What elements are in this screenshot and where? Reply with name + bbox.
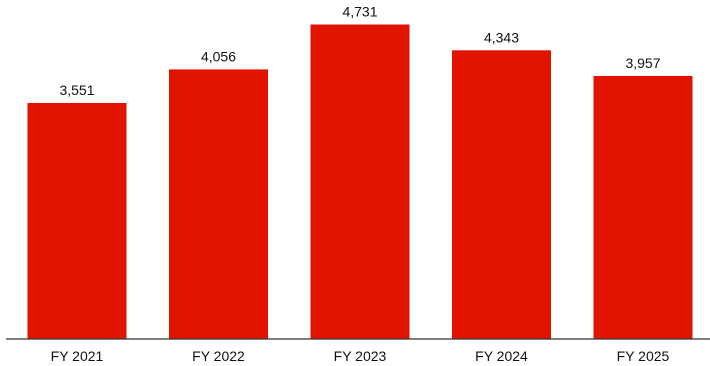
bar-fy-2023: [310, 24, 410, 339]
x-tick-label-fy-2021: FY 2021: [51, 348, 104, 364]
value-label-fy-2023: 4,731: [342, 4, 377, 20]
x-tick-label-fy-2023: FY 2023: [334, 348, 387, 364]
x-tick-label-fy-2022: FY 2022: [192, 348, 245, 364]
x-tick-label-fy-2025: FY 2025: [617, 348, 670, 364]
bar-fy-2022: [169, 69, 268, 340]
value-labels-layer: 3,551 4,056 4,731 4,343 3,957: [59, 4, 660, 99]
value-label-fy-2025: 3,957: [625, 55, 660, 71]
bar-fy-2021: [27, 103, 127, 339]
x-tick-label-fy-2024: FY 2024: [475, 348, 528, 364]
value-label-fy-2024: 4,343: [484, 29, 519, 45]
bars-layer: [27, 24, 693, 340]
x-tick-labels-layer: FY 2021 FY 2022 FY 2023 FY 2024 FY 2025: [51, 348, 670, 364]
value-label-fy-2021: 3,551: [59, 82, 94, 98]
bar-fy-2024: [452, 50, 551, 340]
bar-fy-2025: [593, 76, 693, 339]
value-label-fy-2022: 4,056: [201, 48, 236, 64]
